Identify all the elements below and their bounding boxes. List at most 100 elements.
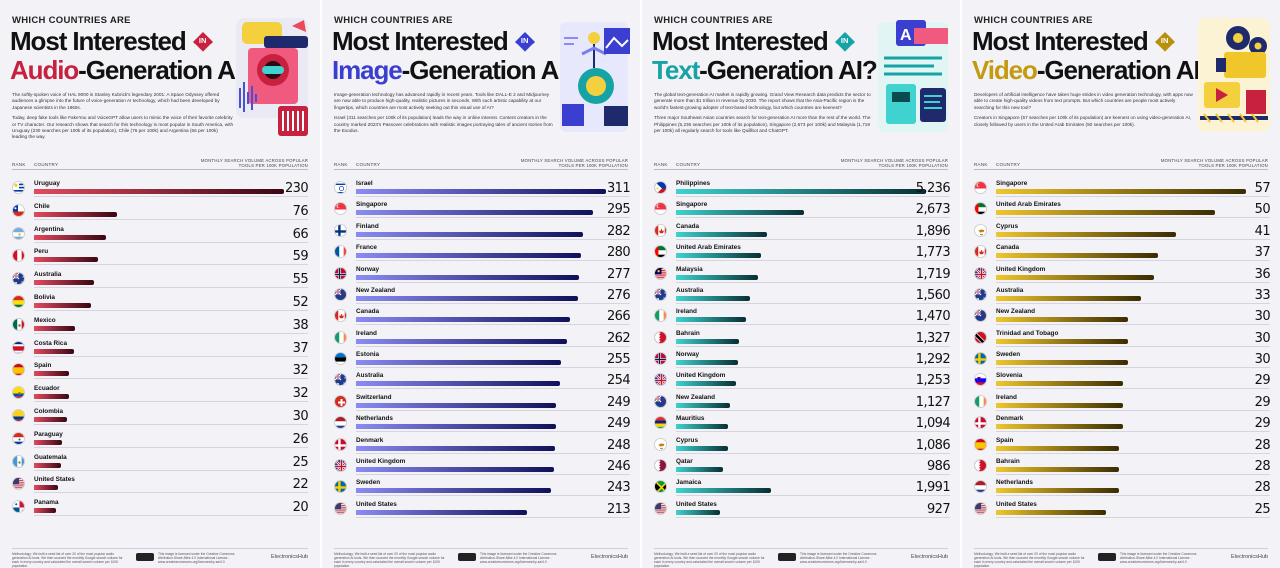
bar-mark — [34, 189, 284, 194]
country-label: Netherlands — [356, 415, 393, 423]
bar-mark — [356, 317, 570, 323]
title-keyword: Audio — [10, 55, 79, 85]
row-divider — [356, 452, 630, 453]
row-divider — [356, 345, 630, 347]
value-label: 29 — [1254, 373, 1271, 389]
footer: Methodology: We built a seed list of ove… — [654, 548, 948, 568]
value-label: 32 — [292, 363, 309, 379]
country-label: Guatemala — [34, 453, 67, 461]
value-label: 266 — [606, 309, 631, 325]
bar-mark — [356, 424, 557, 430]
value-label: 280 — [606, 245, 631, 261]
flag-us-icon — [974, 501, 987, 515]
bar-mark — [356, 445, 556, 451]
flag-dk-icon — [334, 437, 347, 451]
flag-ch-icon — [334, 394, 347, 408]
country-label: United Arab Emirates — [676, 244, 741, 252]
intro-paragraph: Creators in Singapore (57 searches per 1… — [974, 115, 1192, 127]
title-keyword: Image — [332, 55, 403, 85]
country-label: Chile — [34, 202, 50, 210]
footer: Methodology: We built a seed list of ove… — [12, 548, 308, 568]
row-divider — [34, 378, 308, 379]
flag-se-icon — [334, 480, 347, 494]
methodology-note: Methodology: We built a seed list of ove… — [974, 552, 1085, 568]
value-label: 1,991 — [915, 480, 951, 496]
title-line-1-text: Most Interested — [652, 26, 829, 56]
row-divider — [34, 355, 308, 357]
bar-mark — [356, 488, 552, 494]
row-divider — [676, 345, 950, 347]
column-header-country: COUNTRY — [34, 162, 59, 167]
country-label: Uruguay — [34, 180, 60, 187]
value-label: 76 — [292, 203, 309, 219]
flag-se-icon — [974, 352, 987, 365]
column-header-metric: MONTHLY SEARCH VOLUME ACROSS POPULAR TOO… — [840, 158, 948, 169]
row-divider — [676, 260, 950, 261]
row-divider — [356, 238, 630, 240]
bar-mark — [996, 317, 1128, 323]
bar-mark — [676, 509, 721, 515]
kicker-text: WHICH COUNTRIES ARE — [334, 15, 453, 26]
value-label: 66 — [292, 226, 309, 242]
flag-ar-icon — [12, 226, 25, 240]
bar-mark — [356, 360, 561, 365]
intro-paragraph: Israel (311 searches per 100k of its pop… — [334, 115, 553, 134]
row-divider — [676, 516, 950, 518]
kicker-text: WHICH COUNTRIES ARE — [654, 15, 773, 26]
title-suffix: -Generation AI? — [78, 55, 257, 85]
value-label: 262 — [606, 330, 631, 346]
row-divider — [676, 217, 950, 218]
value-label: 1,470 — [915, 309, 951, 325]
row-divider — [676, 388, 950, 389]
bar-mark — [356, 338, 567, 344]
flag-bh-icon — [654, 330, 667, 344]
intro-text: Image-generation technology has advanced… — [334, 92, 556, 138]
intro-text: The global text-generation AI market is … — [654, 92, 876, 138]
country-label: Bolivia — [34, 294, 55, 301]
flag-tt-icon — [974, 330, 987, 344]
flag-sg-icon — [654, 202, 667, 216]
flag-my-icon — [654, 266, 667, 280]
bar-mark — [996, 274, 1154, 280]
intro-paragraph: Today, deep fake tools like FakeYou and … — [12, 115, 234, 140]
title-line-1: Most Interested — [972, 26, 1149, 56]
methodology-note: Methodology: We built a seed list of ove… — [654, 552, 765, 568]
row-divider — [34, 401, 308, 402]
value-label: 1,292 — [915, 352, 951, 367]
flag-gb-icon — [654, 373, 667, 387]
country-label: Switzerland — [356, 393, 392, 401]
row-divider — [676, 324, 950, 325]
country-label: Australia — [676, 286, 704, 294]
row-divider — [996, 495, 1270, 496]
flag-us-icon — [12, 477, 25, 491]
country-label: Paraguay — [34, 430, 63, 438]
country-label: United Kingdom — [676, 372, 726, 380]
flag-mx-icon — [12, 317, 25, 331]
bar-mark — [996, 509, 1106, 515]
bar-mark — [676, 424, 729, 430]
row-divider — [676, 452, 950, 453]
bar-mark — [676, 274, 759, 280]
row-divider — [996, 324, 1270, 325]
bar-mark — [996, 466, 1119, 472]
bar-mark — [996, 210, 1216, 216]
country-label: Sweden — [996, 351, 1021, 358]
country-label: New Zealand — [676, 393, 716, 401]
flag-gb-icon — [974, 266, 987, 280]
value-label: 282 — [606, 223, 631, 239]
license-note: This image is licensed under the Creativ… — [800, 552, 877, 564]
row-divider — [356, 281, 630, 282]
country-label: Sweden — [356, 479, 381, 487]
title-keyword: Text — [652, 55, 700, 85]
row-divider — [34, 515, 308, 516]
bar-mark — [34, 394, 69, 400]
value-label: 55 — [292, 272, 309, 288]
column-header-metric: MONTHLY SEARCH VOLUME ACROSS POPULAR TOO… — [200, 158, 308, 169]
row-divider — [996, 452, 1270, 453]
row-divider — [34, 287, 308, 288]
bar-mark — [676, 466, 724, 472]
country-label: Australia — [356, 372, 384, 380]
intro-text: The softly-spoken voice of HAL 9000 in S… — [12, 92, 234, 145]
flag-au-icon — [974, 287, 987, 301]
country-label: Netherlands — [996, 479, 1033, 487]
